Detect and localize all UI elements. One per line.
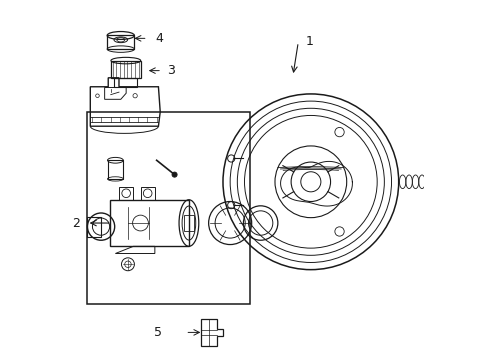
Text: 2: 2: [72, 216, 80, 230]
Bar: [119, 187, 133, 200]
Text: 5: 5: [154, 326, 162, 339]
Bar: [432, 164, 446, 200]
Bar: [183, 215, 194, 231]
Bar: [86, 112, 249, 304]
Bar: [107, 36, 134, 49]
Bar: [435, 175, 444, 188]
Text: 1: 1: [305, 35, 313, 49]
Circle shape: [172, 172, 177, 177]
Bar: [107, 160, 123, 179]
Bar: [114, 78, 137, 87]
Bar: [140, 187, 155, 200]
Text: 3: 3: [167, 64, 175, 77]
Text: 4: 4: [155, 32, 163, 45]
Bar: [86, 217, 101, 237]
Bar: [110, 60, 140, 78]
